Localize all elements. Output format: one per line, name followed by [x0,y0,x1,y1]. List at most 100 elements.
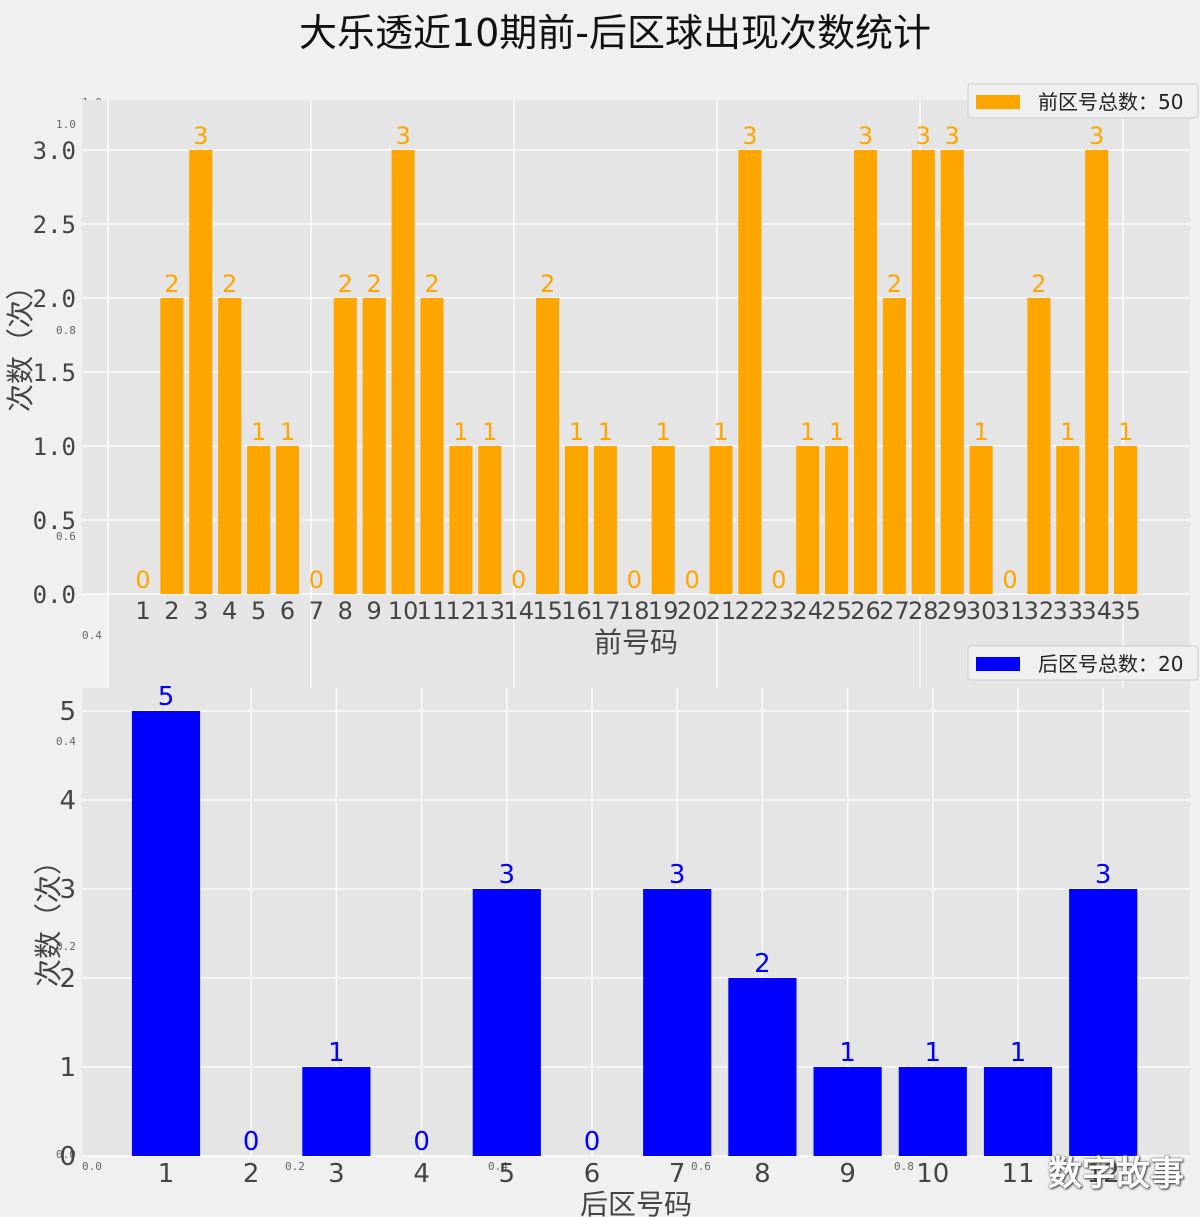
y-tick-label: 1.0 [33,433,76,461]
bar [247,446,271,594]
x-tick-label: 26 [850,597,881,625]
bar-value-label: 0 [771,566,786,594]
bar-value-label: 2 [367,270,382,298]
x-tick-label: 35 [1110,597,1141,625]
background-x-tick: 0.2 [285,1160,305,1173]
bar [478,446,502,594]
y-tick-label: 0 [59,1142,76,1172]
bar [969,446,993,594]
x-tick-label: 13 [475,597,506,625]
bar [1027,298,1051,594]
x-tick-label: 28 [908,597,939,625]
bar-value-label: 1 [1060,418,1075,446]
bar-value-label: 3 [858,122,873,150]
bar [302,1067,371,1156]
chart-title: 大乐透近10期前-后区球出现次数统计 [298,11,932,55]
bar [728,978,797,1156]
x-tick-label: 27 [879,597,910,625]
bar [709,446,733,594]
bar-value-label: 0 [413,1127,430,1157]
bar-value-label: 1 [328,1038,345,1068]
bar-value-label: 1 [482,418,497,446]
bar-value-label: 1 [829,418,844,446]
legend-box [967,83,1199,119]
bar-value-label: 2 [424,270,439,298]
bar [472,889,541,1156]
bar-value-label: 3 [1089,122,1104,150]
background-x-tick: 1.0 [1097,1160,1117,1173]
bar [218,298,242,594]
bar [1056,446,1080,594]
bar-value-label: 3 [395,122,410,150]
y-tick-label: 1.5 [33,359,76,387]
x-tick-label: 5 [251,597,266,625]
x-tick-label: 7 [669,1159,686,1189]
bar-value-label: 1 [280,418,295,446]
bar-value-label: 0 [309,566,324,594]
bar-value-label: 1 [800,418,815,446]
bar [738,150,762,594]
x-tick-label: 10 [916,1159,949,1189]
background-x-tick: 0.8 [894,1160,914,1173]
bar-value-label: 0 [243,1127,260,1157]
x-tick-label: 21 [706,597,737,625]
background-x-tick: 0.6 [691,1160,711,1173]
bar-value-label: 3 [916,122,931,150]
bar-value-label: 0 [135,566,150,594]
bar [796,446,820,594]
legend-box [967,645,1199,681]
y-tick-label: 5 [59,697,76,727]
bar-value-label: 2 [540,270,555,298]
bar-value-label: 1 [1010,1038,1027,1068]
bar-value-label: 2 [164,270,179,298]
x-tick-label: 6 [584,1159,601,1189]
bar-value-label: 3 [193,122,208,150]
bar [1085,150,1109,594]
bar-value-label: 0 [627,566,642,594]
x-tick-label: 2 [164,597,179,625]
x-axis-label: 后区号码 [580,1188,692,1217]
bar-value-label: 0 [511,566,526,594]
bar-value-label: 2 [1031,270,1046,298]
bar [853,150,878,594]
x-tick-label: 34 [1081,597,1112,625]
y-tick-label: 0.5 [33,507,76,535]
bar-value-label: 1 [925,1038,942,1068]
bar-value-label: 1 [251,418,266,446]
bar [275,446,300,594]
bar-value-label: 1 [569,418,584,446]
y-tick-label: 2.0 [33,285,76,313]
x-tick-label: 17 [590,597,621,625]
x-tick-label: 25 [821,597,852,625]
bar [420,298,444,594]
x-tick-label: 23 [764,597,795,625]
x-tick-label: 8 [338,597,353,625]
bar [898,1067,967,1156]
x-tick-label: 22 [735,597,766,625]
bar-value-label: 3 [945,122,960,150]
x-tick-label: 4 [413,1159,430,1189]
bar [593,446,617,594]
x-tick-label: 14 [503,597,534,625]
bar-value-label: 5 [158,682,175,712]
y-tick-label: 3.0 [33,137,76,165]
background-y-tick: 0.6 [56,530,76,543]
x-tick-label: 18 [619,597,650,625]
watermark: 数字故事 [1048,1154,1184,1194]
bar [189,150,213,594]
background-y-tick: 0.0 [56,1148,76,1161]
y-tick-label: 1 [59,1053,76,1083]
x-tick-label: 5 [499,1159,516,1189]
bar [564,446,589,594]
bar [160,298,184,594]
background-y-tick: 1.0 [56,118,76,131]
y-tick-label: 2.5 [33,211,76,239]
background-x-tick: 0.0 [82,1160,102,1173]
x-tick-label: 2 [243,1159,260,1189]
bar [1114,446,1138,594]
bar-value-label: 0 [1002,566,1017,594]
bar [825,446,849,594]
x-tick-label: 30 [966,597,997,625]
y-tick-label: 4 [59,786,76,816]
bar [643,889,712,1156]
